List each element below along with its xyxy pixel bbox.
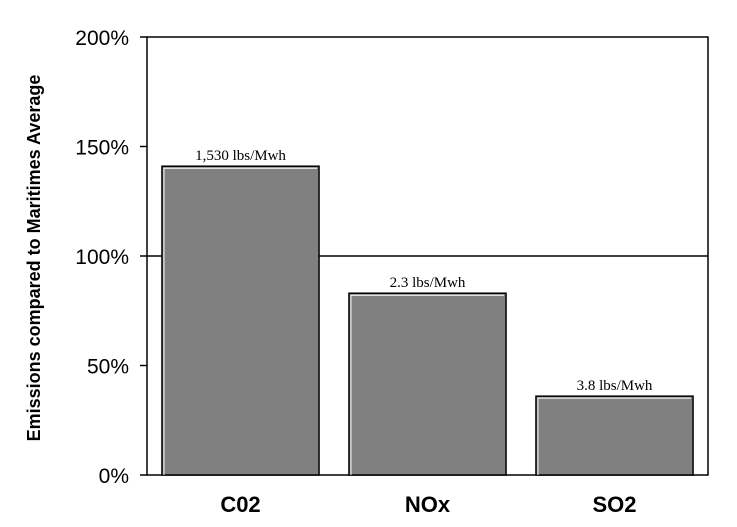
data-label-c02: 1,530 lbs/Mwh: [195, 148, 286, 164]
y-tick-label: 50%: [87, 356, 129, 379]
bar-nox: [348, 292, 507, 476]
y-tick-label: 100%: [75, 246, 129, 269]
y-tick-label: 200%: [75, 27, 129, 50]
bars: 1,530 lbs/Mwh 2.3 lbs/Mwh 3.8 lbs/Mwh: [147, 148, 708, 476]
data-label-so2: 3.8 lbs/Mwh: [577, 378, 653, 394]
bar-c02: [161, 165, 320, 476]
bar-highlight: [350, 294, 505, 475]
x-category-label-c02: C02: [220, 492, 260, 517]
bar-so2: [535, 395, 694, 476]
x-category-label-so2: SO2: [592, 492, 636, 517]
y-tick-label: 150%: [75, 137, 129, 160]
bar-highlight: [163, 167, 318, 475]
y-tick-label: 0%: [99, 465, 129, 488]
x-category-label-nox: NOx: [405, 492, 451, 517]
x-axis-categories: C02 NOx SO2: [220, 492, 636, 517]
data-label-nox: 2.3 lbs/Mwh: [390, 275, 466, 291]
y-axis-title: Emissions compared to Maritimes Average: [24, 75, 44, 442]
bar-highlight: [537, 397, 692, 475]
